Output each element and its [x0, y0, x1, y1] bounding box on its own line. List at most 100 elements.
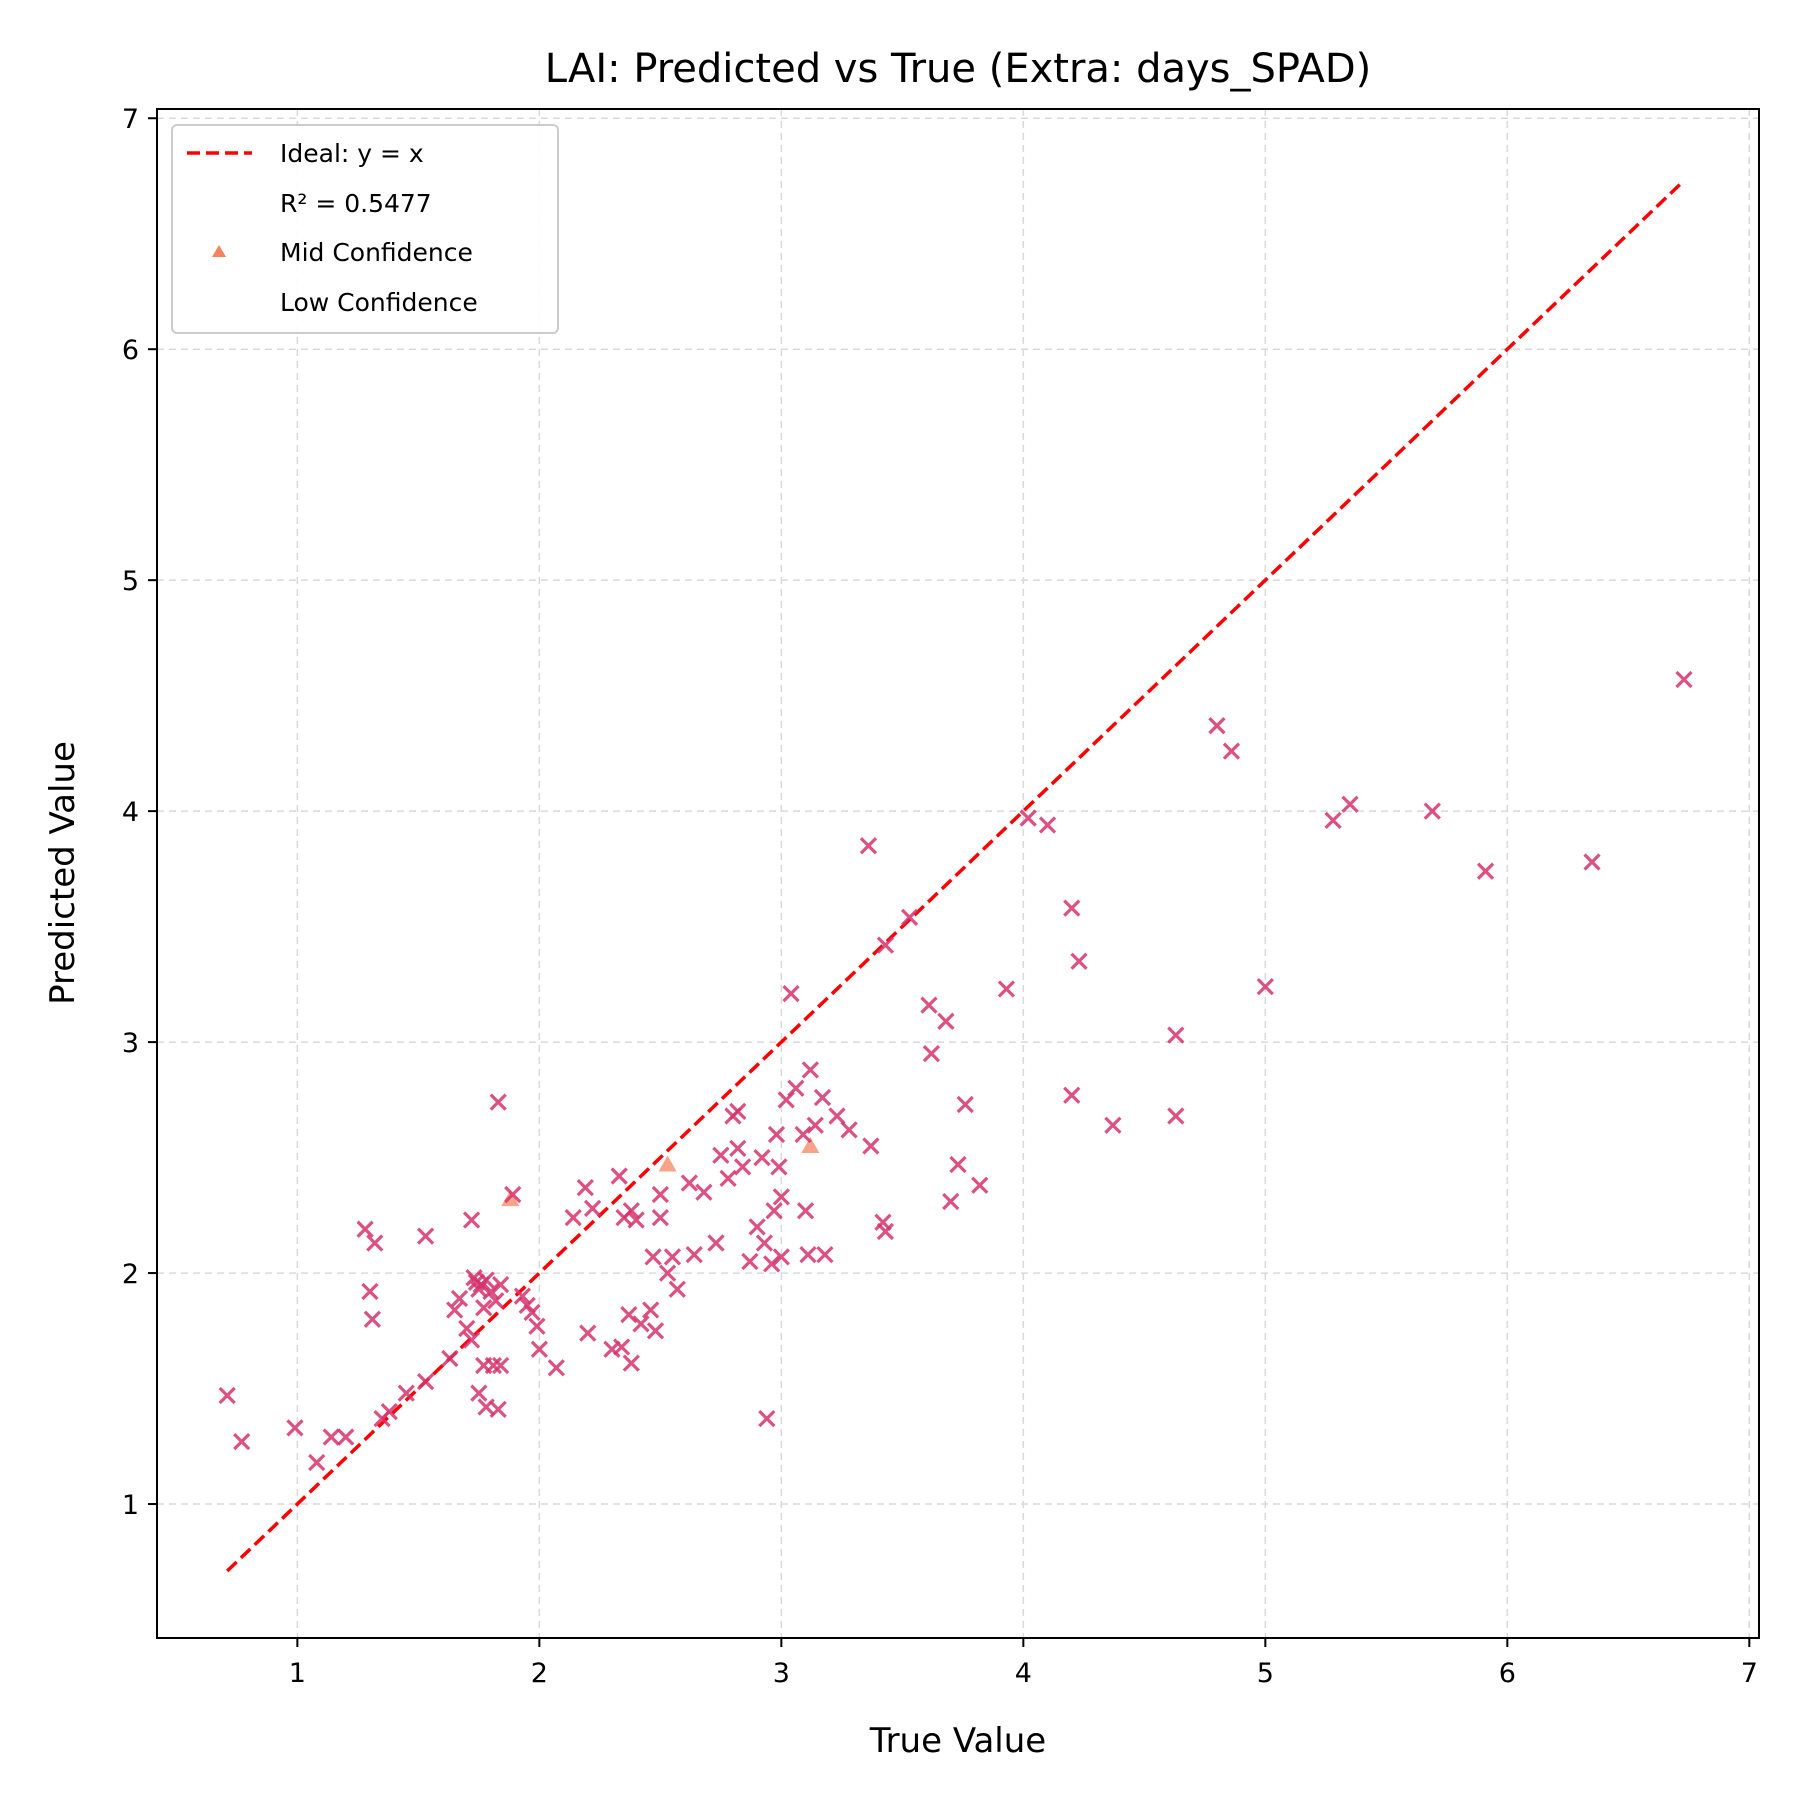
- y-tick-label: 3: [122, 1028, 139, 1059]
- legend-box: [171, 124, 559, 334]
- low-confidence-point: [564, 1209, 582, 1227]
- low-confidence-point: [651, 1209, 669, 1227]
- low-confidence-point: [610, 1167, 628, 1185]
- grid-lines: [157, 109, 1759, 1638]
- legend-low-confidence-label: Low Confidence: [280, 288, 478, 317]
- x-tick-label: 2: [531, 1658, 548, 1689]
- low-confidence-point: [642, 1301, 660, 1319]
- low-confidence-point: [458, 1319, 476, 1338]
- low-confidence-point: [770, 1158, 788, 1176]
- low-confidence-point: [1675, 670, 1693, 689]
- low-confidence-point: [583, 1199, 602, 1218]
- low-confidence-point: [218, 1386, 236, 1405]
- low-confidence-point: [937, 1012, 955, 1030]
- low-confidence-point: [646, 1322, 665, 1340]
- low-confidence-point: [612, 1338, 631, 1356]
- low-confidence-point: [859, 837, 878, 855]
- low-confidence-point: [971, 1176, 989, 1194]
- low-confidence-point: [337, 1428, 355, 1446]
- low-confidence-point: [712, 1146, 730, 1164]
- x-tick-label: 6: [1499, 1658, 1516, 1689]
- low-confidence-point: [1063, 899, 1081, 917]
- low-confidence-point: [1167, 1026, 1185, 1044]
- low-confidence-point: [816, 1245, 834, 1264]
- low-confidence-point: [840, 1121, 858, 1139]
- low-confidence-point: [450, 1289, 469, 1308]
- x-axis-ticks: 1 2 3 4 5 6 7: [289, 1638, 1758, 1689]
- low-confidence-point: [729, 1102, 747, 1121]
- low-confidence-point: [767, 1125, 786, 1144]
- low-confidence-point: [765, 1202, 783, 1220]
- y-axis-ticks: 1 2 3 4 5 6 7: [122, 104, 157, 1521]
- low-confidence-point: [813, 1088, 832, 1107]
- low-confidence-point: [620, 1306, 638, 1324]
- low-confidence-point: [1019, 809, 1037, 827]
- low-confidence-point: [685, 1245, 703, 1264]
- low-confidence-point: [1476, 862, 1495, 880]
- x-axis-label: True Value: [869, 1721, 1046, 1761]
- data-points: [218, 670, 1693, 1472]
- low-confidence-point: [489, 1400, 507, 1418]
- low-confidence-point: [632, 1315, 650, 1333]
- low-confidence-point: [796, 1202, 815, 1220]
- low-confidence-point: [441, 1349, 459, 1368]
- low-confidence-point: [547, 1359, 565, 1377]
- low-confidence-point: [627, 1211, 645, 1229]
- low-confidence-point: [922, 1045, 941, 1063]
- low-confidence-point: [462, 1211, 481, 1229]
- low-confidence-point: [1256, 978, 1274, 996]
- low-confidence-point: [462, 1331, 481, 1349]
- low-confidence-point: [1341, 795, 1359, 813]
- low-confidence-point: [361, 1282, 379, 1301]
- low-confidence-point: [470, 1384, 488, 1402]
- y-tick-label: 2: [122, 1259, 139, 1290]
- low-confidence-point: [806, 1116, 824, 1134]
- low-confidence-point: [668, 1280, 686, 1298]
- low-confidence-point: [416, 1227, 435, 1245]
- low-confidence-point: [758, 1409, 776, 1428]
- low-confidence-point: [491, 1356, 510, 1375]
- low-confidence-point: [233, 1433, 251, 1451]
- y-axis-label: Predicted Value: [43, 741, 83, 1005]
- low-confidence-point: [772, 1188, 790, 1206]
- low-confidence-point: [644, 1248, 662, 1266]
- low-confidence-point: [828, 1107, 846, 1125]
- y-tick-label: 7: [122, 104, 139, 135]
- low-confidence-point: [397, 1384, 415, 1402]
- low-confidence-point: [1222, 742, 1241, 760]
- low-confidence-point: [876, 936, 895, 954]
- mid-confidence-point: [801, 1137, 820, 1154]
- low-confidence-point: [949, 1155, 967, 1174]
- low-confidence-point: [513, 1287, 532, 1305]
- low-confidence-point: [523, 1303, 541, 1321]
- low-confidence-point: [1104, 1116, 1122, 1134]
- low-confidence-point: [530, 1340, 548, 1358]
- low-confidence-point: [1167, 1107, 1185, 1125]
- low-confidence-point: [772, 1248, 790, 1266]
- low-confidence-point: [663, 1248, 682, 1266]
- low-confidence-point: [801, 1061, 820, 1079]
- low-confidence-point: [477, 1271, 495, 1289]
- low-confidence-point: [755, 1234, 774, 1252]
- low-confidence-point: [366, 1234, 384, 1252]
- low-confidence-point: [1038, 816, 1057, 834]
- y-tick-label: 1: [122, 1490, 139, 1521]
- low-confidence-point: [956, 1095, 974, 1114]
- x-tick-label: 7: [1741, 1658, 1758, 1689]
- legend-triangle-icon: [212, 245, 226, 257]
- x-tick-label: 3: [773, 1658, 790, 1689]
- low-confidence-point: [782, 984, 800, 1003]
- low-confidence-point: [942, 1192, 960, 1211]
- x-tick-label: 1: [289, 1658, 306, 1689]
- low-confidence-point: [1208, 717, 1226, 735]
- low-confidence-point: [504, 1185, 522, 1204]
- low-confidence-point: [1423, 802, 1441, 820]
- low-confidence-point: [658, 1264, 677, 1282]
- low-confidence-point: [876, 1222, 895, 1241]
- x-tick-label: 4: [1015, 1658, 1032, 1689]
- low-confidence-point: [622, 1354, 640, 1372]
- chart-title: LAI: Predicted vs True (Extra: days_SPAD…: [545, 46, 1371, 92]
- low-confidence-point: [308, 1453, 326, 1472]
- low-confidence-point: [651, 1185, 669, 1204]
